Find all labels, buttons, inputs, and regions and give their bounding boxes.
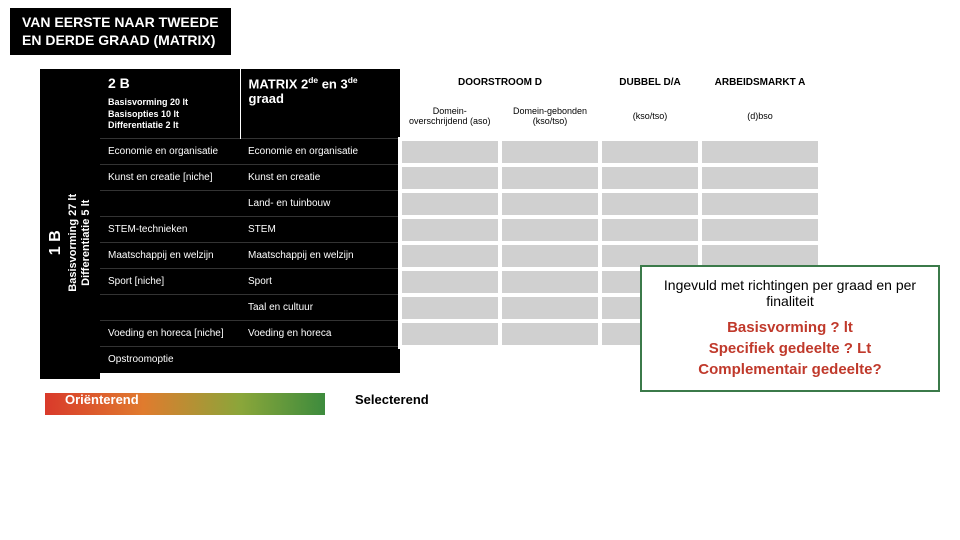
subheader-dubbel: (kso/tso)	[600, 96, 700, 139]
row-6-b: Taal en cultuur	[240, 295, 400, 321]
cell	[700, 191, 820, 217]
cell	[500, 217, 600, 243]
cell	[600, 165, 700, 191]
cell	[700, 139, 820, 165]
row-3-a: STEM-technieken	[100, 217, 240, 243]
cell	[600, 191, 700, 217]
cell	[500, 295, 600, 321]
cell	[400, 295, 500, 321]
row-8-a: Opstroomoptie	[100, 347, 240, 373]
sidebar-sub-2: Differentiatie 5 lt	[81, 200, 93, 286]
cell	[700, 217, 820, 243]
subheader-domein-geb: Domein-gebonden (kso/tso)	[500, 96, 600, 139]
row-4-b: Maatschappij en welzijn	[240, 243, 400, 269]
row-3-b: STEM	[240, 217, 400, 243]
row-2-a	[100, 191, 240, 217]
callout-line-2: Basisvorming ? lt Specifiek gedeelte ? L…	[654, 317, 926, 380]
header-2b-sub: Basisvorming 20 lt Basisopties 10 lt Dif…	[108, 97, 232, 132]
gradient-left-label: Oriënterend	[65, 392, 139, 407]
cell	[500, 269, 600, 295]
row-5-a: Sport [niche]	[100, 269, 240, 295]
header-doorstroom: DOORSTROOM D	[400, 69, 600, 96]
header-matrix: MATRIX 2de en 3de graad	[240, 69, 400, 139]
sidebar-1b: 1 B Basisvorming 27 lt Differentiatie 5 …	[40, 69, 100, 379]
title-line-2: EN DERDE GRAAD (MATRIX)	[22, 32, 215, 48]
row-1-a: Kunst en creatie [niche]	[100, 165, 240, 191]
cell	[400, 243, 500, 269]
row-0-a: Economie en organisatie	[100, 139, 240, 165]
callout-line-1: Ingevuld met richtingen per graad en per…	[654, 277, 926, 309]
callout-box: Ingevuld met richtingen per graad en per…	[640, 265, 940, 392]
page-title: VAN EERSTE NAAR TWEEDE EN DERDE GRAAD (M…	[10, 8, 231, 55]
row-2-b: Land- en tuinbouw	[240, 191, 400, 217]
row-0-b: Economie en organisatie	[240, 139, 400, 165]
header-2b-title: 2 B	[108, 75, 232, 91]
row-7-a: Voeding en horeca [niche]	[100, 321, 240, 347]
sidebar-label: 1 B Basisvorming 27 lt Differentiatie 5 …	[46, 113, 94, 373]
cell	[500, 191, 600, 217]
row-5-b: Sport	[240, 269, 400, 295]
subheader-domein-over: Domein-overschrijdend (aso)	[400, 96, 500, 139]
subheader-arbeid: (d)bso	[700, 96, 820, 139]
cell	[400, 191, 500, 217]
gradient-right-label: Selecterend	[355, 392, 429, 407]
header-arbeidsmarkt: ARBEIDSMARKT A	[700, 69, 820, 96]
cell	[600, 139, 700, 165]
row-8-b	[240, 347, 400, 373]
gradient-bar: Oriënterend Selecterend	[45, 389, 695, 419]
cell	[400, 321, 500, 347]
cell	[400, 217, 500, 243]
sidebar-sub-1: Basisvorming 27 lt	[67, 194, 79, 292]
cell	[500, 165, 600, 191]
cell	[500, 243, 600, 269]
row-6-a	[100, 295, 240, 321]
cell	[400, 165, 500, 191]
cell	[500, 139, 600, 165]
cell	[500, 321, 600, 347]
cell	[600, 217, 700, 243]
row-7-b: Voeding en horeca	[240, 321, 400, 347]
cell	[400, 269, 500, 295]
cell	[700, 165, 820, 191]
sidebar-big: 1 B	[46, 113, 65, 373]
header-dubbel: DUBBEL D/A	[600, 69, 700, 96]
row-1-b: Kunst en creatie	[240, 165, 400, 191]
title-line-1: VAN EERSTE NAAR TWEEDE	[22, 14, 219, 30]
header-2b: 2 B Basisvorming 20 lt Basisopties 10 lt…	[100, 69, 240, 139]
row-4-a: Maatschappij en welzijn	[100, 243, 240, 269]
cell	[400, 139, 500, 165]
